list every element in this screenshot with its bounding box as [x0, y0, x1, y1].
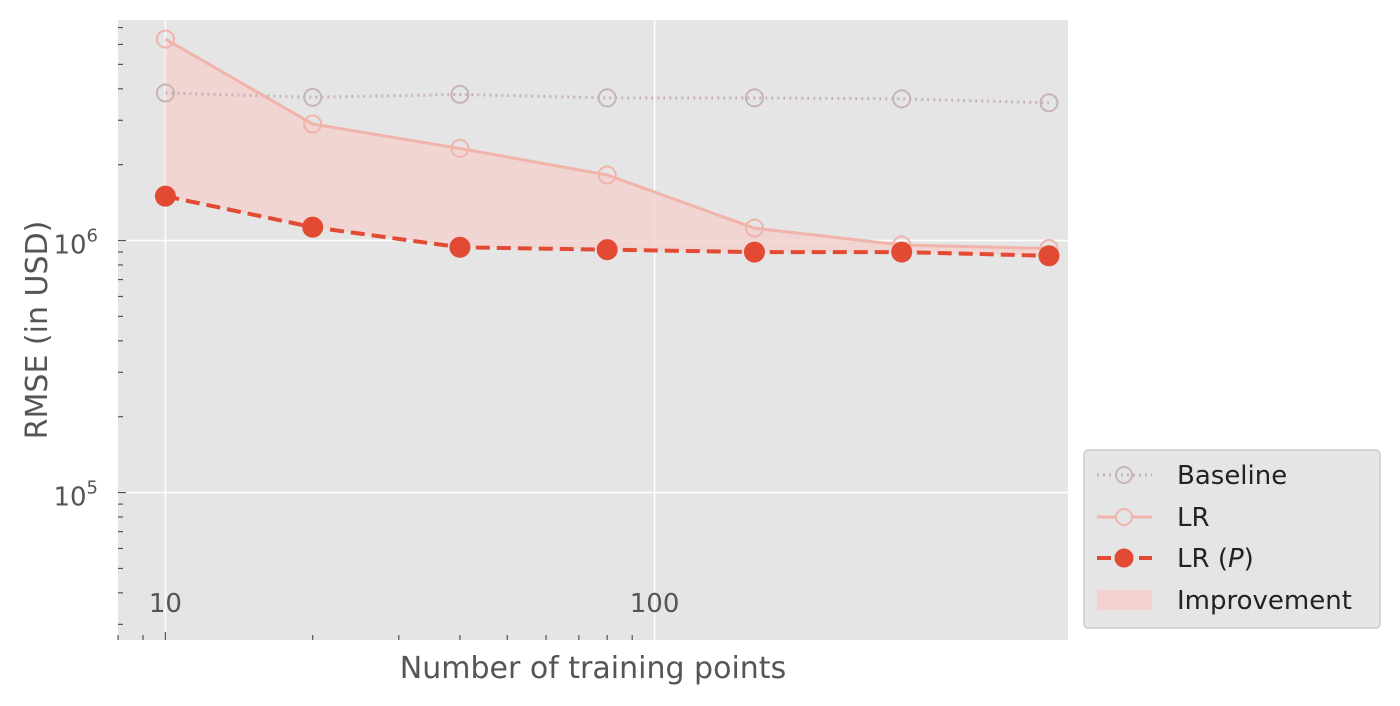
x-tick-label-100: 100 [630, 589, 680, 619]
legend-lr-p-label-italic: P [1228, 544, 1244, 574]
legend-baseline-marker [1115, 466, 1133, 484]
svg-text:105: 105 [53, 478, 98, 513]
legend-entry-improvement: Improvement [1097, 586, 1352, 616]
legend-lr-label: LR [1177, 503, 1210, 533]
legend-improvement-swatch [1097, 590, 1152, 610]
point-lr-p-40 [449, 236, 471, 258]
legend-lr-marker [1115, 508, 1133, 526]
point-baseline-80 [597, 88, 617, 108]
point-lr-p-80 [596, 239, 618, 261]
point-baseline-40 [450, 84, 470, 104]
legend-improvement-label: Improvement [1177, 586, 1352, 616]
series-layer [154, 29, 1060, 267]
point-lr-p-640 [1038, 245, 1060, 267]
point-baseline-320 [892, 89, 912, 109]
legend-lr-p-label: LR (P) [1177, 544, 1254, 574]
y-tick-exponent: 5 [87, 478, 98, 499]
point-lr-20 [303, 114, 323, 134]
legend-lr-p-label-end: ) [1244, 544, 1254, 574]
point-lr-160 [744, 218, 764, 238]
point-lr-p-20 [302, 216, 324, 238]
legend-entry-baseline: Baseline [1097, 461, 1287, 491]
legend: Baseline LR LR (P) Improvement [1083, 449, 1381, 629]
legend-baseline-label: Baseline [1177, 461, 1287, 491]
legend-lr-p-label-main: LR ( [1177, 544, 1228, 574]
improvement-area [165, 39, 1049, 256]
point-lr-80 [597, 165, 617, 185]
svg-text:106: 106 [53, 226, 98, 261]
point-baseline-20 [303, 87, 323, 107]
point-lr-10 [155, 29, 175, 49]
x-tick-label-10: 10 [149, 589, 182, 619]
legend-entry-lr-p: LR (P) [1097, 544, 1254, 574]
point-lr-40 [450, 138, 470, 158]
point-lr-p-10 [154, 185, 176, 207]
y-tick-base: 10 [53, 483, 86, 513]
x-axis-label: Number of training points [400, 651, 786, 686]
y-tick-exponent: 6 [87, 226, 98, 247]
y-tick-label-1e5: 105 [53, 478, 98, 513]
minor-ticks [117, 26, 633, 640]
legend-box [1083, 449, 1381, 629]
point-baseline-640 [1039, 93, 1059, 113]
y-tick-label-1e6: 106 [53, 226, 98, 261]
legend-lr-p-marker [1114, 548, 1134, 568]
point-baseline-10 [155, 83, 175, 103]
point-lr-p-160 [743, 241, 765, 263]
y-tick-base: 10 [53, 231, 86, 261]
legend-entry-lr: LR [1097, 503, 1210, 533]
point-lr-p-320 [891, 241, 913, 263]
point-baseline-160 [744, 88, 764, 108]
y-axis-label: RMSE (in USD) [20, 221, 55, 440]
